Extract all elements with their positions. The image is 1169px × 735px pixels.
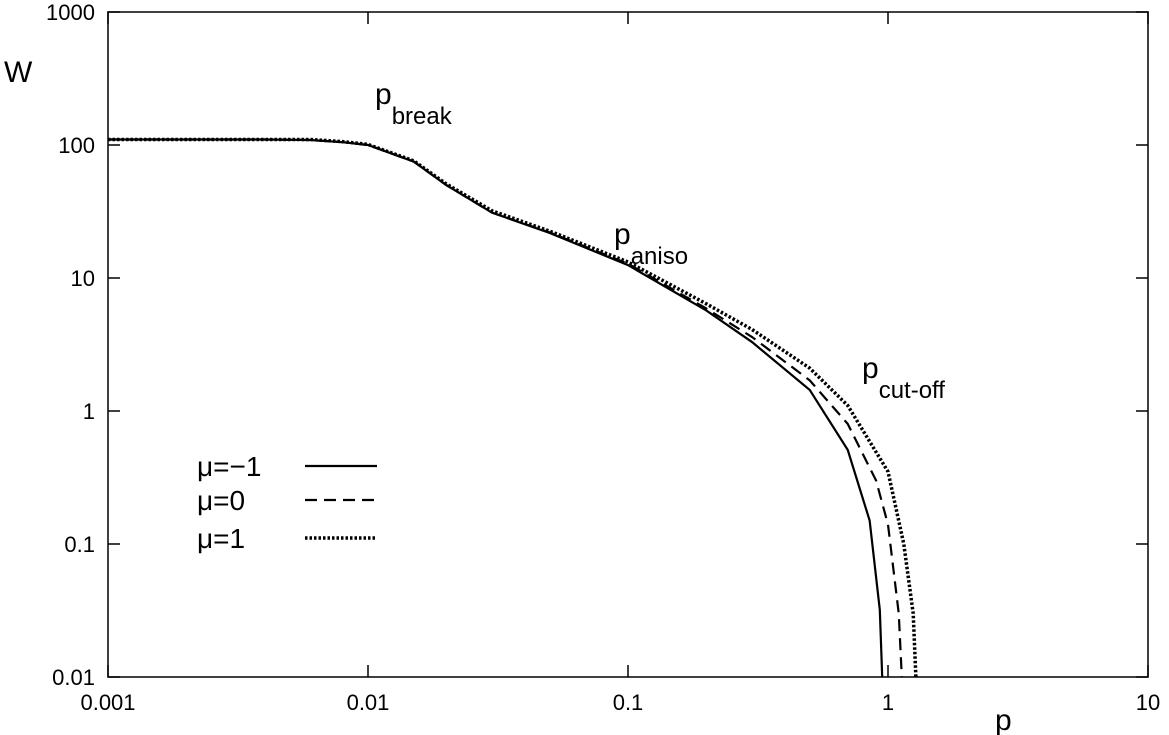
annotation-text: p <box>862 352 879 385</box>
series-line <box>108 138 884 678</box>
annotation-text: p <box>375 78 392 111</box>
annotation-subscript: cut-off <box>879 377 946 404</box>
y-tick-label: 0.1 <box>64 532 95 557</box>
annotation-text: p <box>614 218 631 251</box>
plot-frame <box>107 11 1149 678</box>
x-tick-label: 10 <box>1136 690 1160 715</box>
y-tick-label: 10 <box>71 266 95 291</box>
annotation: pcut-off <box>862 352 945 404</box>
x-tick-label: 0.1 <box>613 690 644 715</box>
x-axis-label: p <box>995 704 1012 735</box>
y-tick-label: 1000 <box>46 0 95 25</box>
series-line <box>108 137 918 678</box>
y-tick-label: 1 <box>83 399 95 424</box>
legend-label: μ=1 <box>197 523 245 554</box>
legend-label: μ=0 <box>197 485 245 516</box>
y-tick-label: 0.01 <box>52 665 95 690</box>
x-tick-label: 0.001 <box>80 690 135 715</box>
x-tick-label: 1 <box>882 690 894 715</box>
annotation: paniso <box>614 218 688 270</box>
y-axis-label: W <box>4 56 33 89</box>
x-tick-label: 0.01 <box>347 690 390 715</box>
annotation: pbreak <box>375 78 453 130</box>
y-tick-label: 100 <box>58 133 95 158</box>
series-line <box>108 138 903 678</box>
legend-label: μ=−1 <box>197 451 261 482</box>
annotation-subscript: break <box>392 103 453 130</box>
annotation-subscript: aniso <box>631 243 688 270</box>
